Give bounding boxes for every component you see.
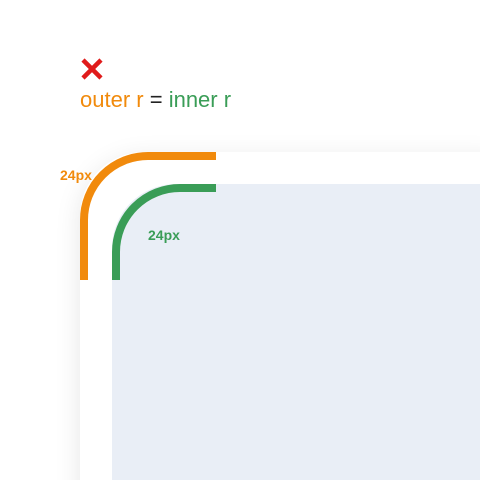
equation-inner-term: inner r xyxy=(168,87,232,112)
outer-radius-label: 24px xyxy=(60,167,92,183)
inner-radius-label: 24px xyxy=(148,227,180,243)
equation: outer r = inner r xyxy=(80,86,231,114)
equation-outer-term: outer r xyxy=(80,87,144,112)
cross-icon xyxy=(81,58,103,80)
equation-operator: = xyxy=(149,87,163,112)
